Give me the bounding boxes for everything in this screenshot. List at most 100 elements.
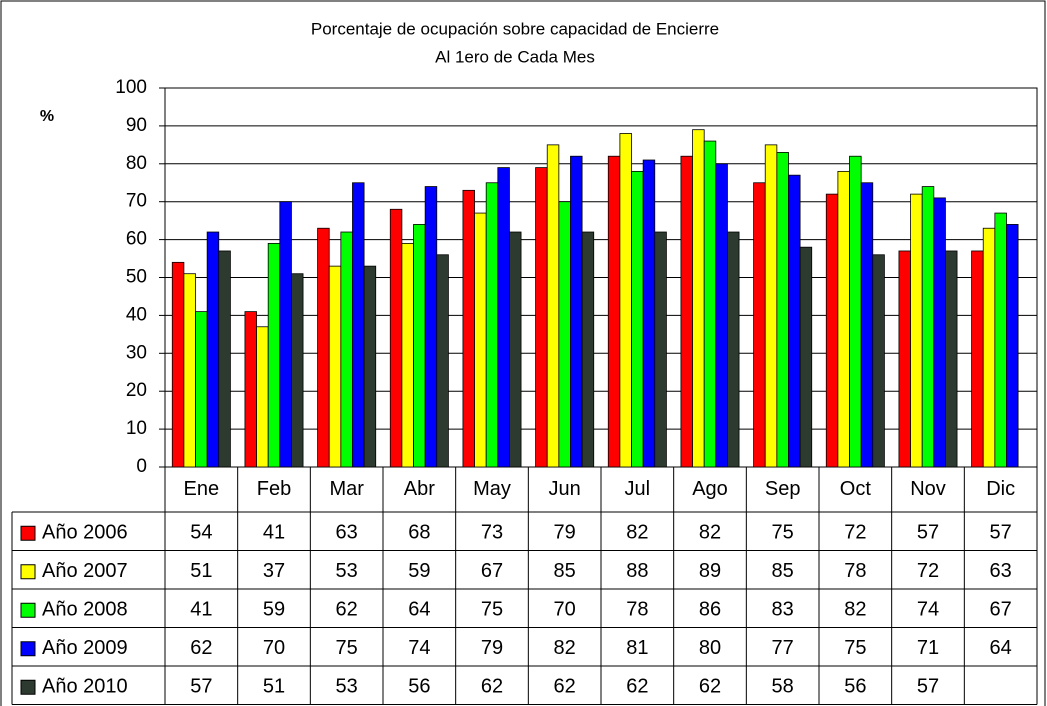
bar [715, 163, 728, 468]
bar [509, 231, 522, 468]
table-value: 74 [408, 637, 430, 659]
bar [291, 273, 304, 468]
table-value: 72 [844, 522, 866, 544]
table-value: 51 [190, 560, 212, 582]
bar [910, 193, 923, 468]
bar [413, 224, 426, 468]
table-value: 70 [554, 599, 576, 621]
legend-key [20, 602, 36, 618]
table-value: 62 [699, 676, 721, 698]
legend-key [20, 564, 36, 580]
bar [971, 250, 984, 468]
table-value: 74 [917, 599, 939, 621]
x-tick-label: Oct [840, 478, 872, 500]
bar [1006, 224, 1019, 468]
y-tick-label: 70 [126, 191, 147, 212]
bar [837, 170, 850, 468]
table-value: 57 [190, 676, 212, 698]
bar [352, 182, 365, 468]
table-value: 56 [408, 676, 430, 698]
table-value: 62 [336, 599, 358, 621]
bar [401, 242, 414, 468]
table-value: 73 [481, 522, 503, 544]
legend-label: Año 2010 [42, 676, 128, 698]
chart-subtitle: Al 1ero de Cada Mes [435, 47, 595, 66]
bar [558, 201, 571, 468]
table-value: 58 [772, 676, 794, 698]
x-tick-label: Nov [910, 478, 946, 500]
table-value: 79 [481, 637, 503, 659]
bar [195, 311, 208, 468]
table-value: 64 [408, 599, 430, 621]
table-value: 82 [699, 522, 721, 544]
legend-label: Año 2008 [42, 599, 128, 621]
bar [462, 189, 475, 468]
table-value: 63 [990, 560, 1012, 582]
bar [218, 250, 231, 468]
table-value: 89 [699, 560, 721, 582]
bar [256, 326, 269, 468]
table-value: 59 [408, 560, 430, 582]
y-tick-label: 50 [126, 267, 147, 288]
bar [244, 311, 257, 468]
y-tick-label: 10 [126, 418, 147, 439]
table-value: 82 [626, 522, 648, 544]
bar [933, 197, 946, 468]
bar [363, 265, 377, 468]
table-value: 57 [917, 676, 939, 698]
bar [631, 170, 644, 468]
table-value: 63 [336, 522, 358, 544]
bar [206, 231, 220, 468]
y-tick-label: 0 [136, 456, 147, 477]
bar [497, 167, 510, 468]
table-value: 88 [626, 560, 648, 582]
x-tick-label: Ago [692, 478, 728, 500]
bar [921, 186, 935, 468]
bar [753, 182, 766, 468]
legend-label: Año 2009 [42, 637, 128, 659]
table-value: 67 [481, 560, 503, 582]
bar [898, 250, 911, 468]
x-tick-label: Dic [986, 478, 1015, 500]
table-value: 71 [917, 637, 939, 659]
table-value: 67 [990, 599, 1012, 621]
bar [267, 242, 281, 468]
table-value: 85 [554, 560, 576, 582]
x-tick-label: Feb [257, 478, 291, 500]
table-value: 64 [990, 637, 1012, 659]
table-value: 53 [336, 560, 358, 582]
x-tick-label: Mar [329, 478, 364, 500]
bar [340, 231, 353, 468]
y-tick-label: 90 [126, 115, 147, 136]
bar [389, 208, 403, 468]
y-tick-label: 80 [126, 153, 147, 174]
table-value: 82 [554, 637, 576, 659]
legend-key [20, 525, 36, 541]
bar [485, 182, 499, 468]
legend-key [20, 641, 36, 657]
bar [860, 182, 874, 468]
legend-label: Año 2006 [42, 522, 128, 544]
x-tick-label: Jun [549, 478, 581, 500]
table-value: 72 [917, 560, 939, 582]
table-value: 83 [772, 599, 794, 621]
bar [788, 174, 801, 468]
bar [680, 155, 693, 468]
legend-key [20, 679, 36, 695]
table-value: 79 [554, 522, 576, 544]
chart-title: Porcentaje de ocupación sobre capacidad … [311, 19, 719, 38]
bar [945, 250, 958, 468]
table-value: 62 [481, 676, 503, 698]
x-tick-label: May [473, 478, 511, 500]
table-value: 56 [844, 676, 866, 698]
bar [607, 155, 621, 468]
bar [619, 133, 632, 468]
table-value: 85 [772, 560, 794, 582]
bar [825, 193, 839, 468]
bar [764, 144, 778, 468]
table-value: 82 [844, 599, 866, 621]
y-tick-label: 60 [126, 229, 147, 250]
table-value: 75 [844, 637, 866, 659]
x-tick-label: Ene [184, 478, 220, 500]
